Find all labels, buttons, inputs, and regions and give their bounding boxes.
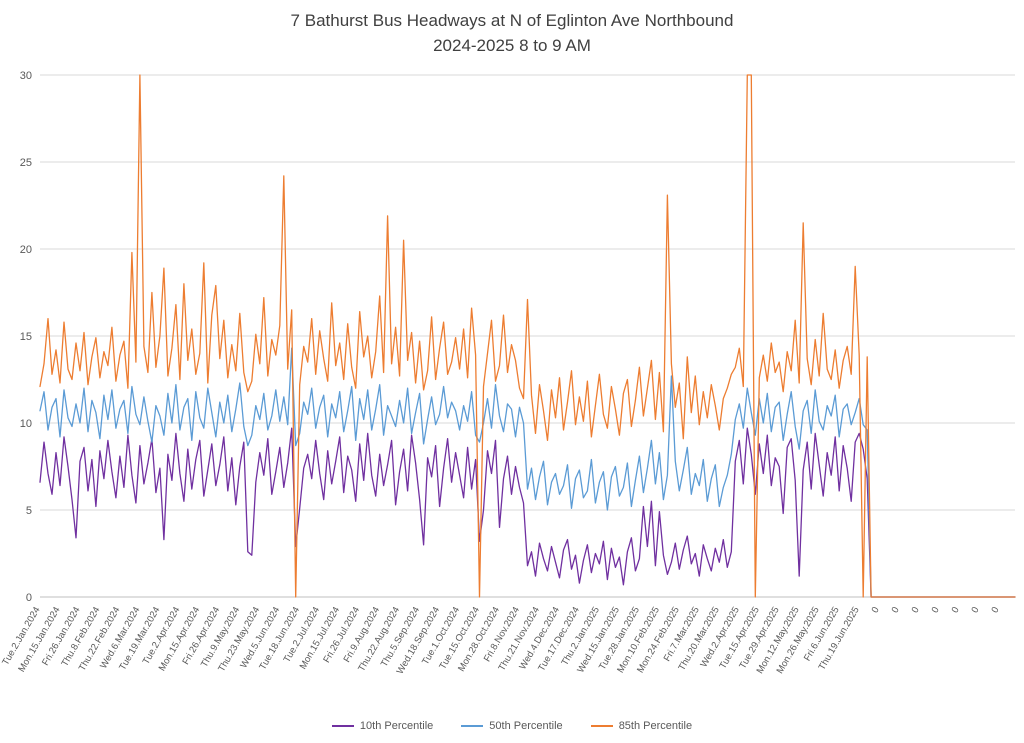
legend-label-85th: 85th Percentile <box>618 720 693 732</box>
legend-line-key-50th <box>461 725 484 727</box>
x-tick-label: 0 <box>969 605 981 615</box>
plot-area: 051015202530Tue.2.Jan.2024Mon.15.Jan.202… <box>0 70 1016 676</box>
chart-title: 7 Bathurst Bus Headways at N of Eglinton… <box>290 11 734 30</box>
legend-item-50th-percentile[interactable]: 50th Percentile <box>461 720 563 732</box>
y-tick-label-10: 10 <box>20 418 32 430</box>
legend-label-10th: 10th Percentile <box>359 720 434 732</box>
legend-label-50th: 50th Percentile <box>489 720 563 732</box>
series-line-85th-percentile <box>39 74 1016 598</box>
x-tick-label: 0 <box>890 605 902 615</box>
y-tick-label-0: 0 <box>26 592 32 604</box>
y-tick-label-20: 20 <box>20 244 32 256</box>
series-line-10th-percentile <box>39 427 1016 598</box>
y-tick-label-30: 30 <box>20 70 32 82</box>
chart-subtitle: 2024-2025 8 to 9 AM <box>433 36 591 55</box>
legend-item-85th-percentile[interactable]: 85th Percentile <box>590 720 693 732</box>
legend: 10th Percentile 50th Percentile 85th Per… <box>0 720 1024 732</box>
y-tick-label-15: 15 <box>20 331 32 343</box>
series-line-50th-percentile <box>39 347 1016 598</box>
x-tick-label: 0 <box>989 605 1001 615</box>
y-tick-label-25: 25 <box>20 157 32 169</box>
x-tick-label: 0 <box>950 605 962 615</box>
y-tick-label-5: 5 <box>26 505 32 517</box>
legend-line-key-10th <box>331 725 354 727</box>
chart-title-block: 7 Bathurst Bus Headways at N of Eglinton… <box>0 8 1024 58</box>
x-tick-label: 0 <box>910 605 922 615</box>
legend-line-key-85th <box>590 725 613 727</box>
x-tick-label: 0 <box>930 605 942 615</box>
legend-item-10th-percentile[interactable]: 10th Percentile <box>331 720 434 732</box>
x-tick-label: 0 <box>870 605 882 615</box>
